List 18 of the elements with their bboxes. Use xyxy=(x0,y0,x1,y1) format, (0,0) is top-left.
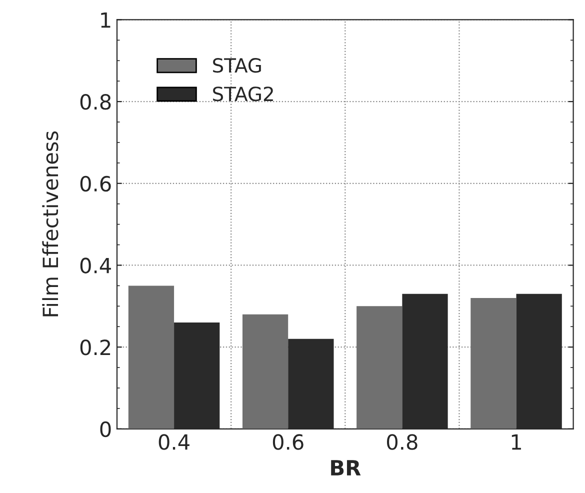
y-tick-label: 0.4 xyxy=(80,258,111,274)
bar xyxy=(128,286,174,429)
x-tick-label: 0.8 xyxy=(386,434,418,450)
legend-label: STAG2 xyxy=(213,86,273,102)
y-tick-label: 0.8 xyxy=(80,94,111,110)
y-tick-label: 0 xyxy=(100,421,111,438)
x-tick-label: 0.4 xyxy=(158,434,190,450)
y-tick-label: 1 xyxy=(101,12,110,28)
y-tick-label: 0.6 xyxy=(80,176,111,192)
x-tick-label: 0.6 xyxy=(272,434,304,450)
bar xyxy=(356,306,402,429)
bar xyxy=(242,314,288,429)
x-axis-title: BR xyxy=(331,460,361,476)
legend-label: STAG xyxy=(213,58,261,73)
y-axis-title: Film Effectiveness xyxy=(42,131,58,316)
y-tick-label: 0.2 xyxy=(80,340,110,356)
x-tick-label: 1 xyxy=(512,434,521,450)
bar xyxy=(470,298,516,429)
